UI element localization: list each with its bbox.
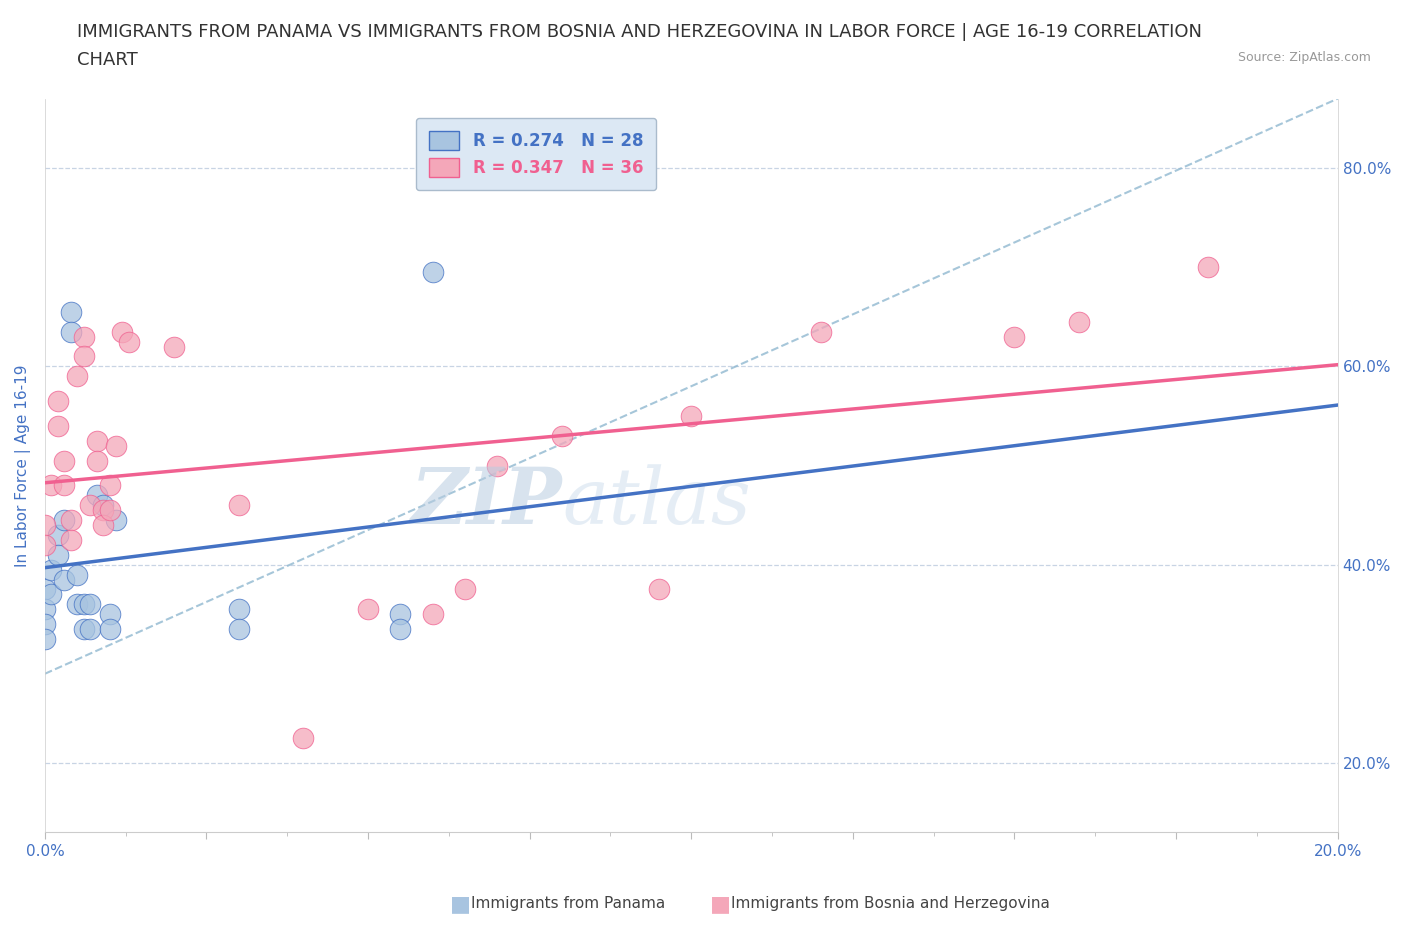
Text: atlas: atlas — [562, 464, 751, 540]
Point — [34, 518, 56, 533]
Point — [357, 602, 380, 617]
Text: Immigrants from Panama: Immigrants from Panama — [471, 897, 665, 911]
Text: CHART: CHART — [77, 51, 138, 69]
Point — [1197, 259, 1219, 274]
Point — [59, 304, 82, 319]
Point — [73, 349, 96, 364]
Point — [422, 607, 444, 622]
Point — [73, 597, 96, 612]
Point — [98, 478, 121, 493]
Point — [454, 582, 477, 597]
Point — [59, 325, 82, 339]
Text: Source: ZipAtlas.com: Source: ZipAtlas.com — [1237, 51, 1371, 64]
Point — [86, 433, 108, 448]
Point — [648, 582, 671, 597]
Point — [66, 369, 89, 384]
Text: ZIP: ZIP — [411, 464, 562, 540]
Point — [111, 325, 134, 339]
Point — [66, 567, 89, 582]
Point — [34, 602, 56, 617]
Point — [551, 429, 574, 444]
Point — [46, 393, 69, 408]
Point — [46, 527, 69, 542]
Point — [73, 621, 96, 636]
Point — [91, 498, 114, 512]
Point — [422, 265, 444, 280]
Point — [104, 512, 127, 527]
Y-axis label: In Labor Force | Age 16-19: In Labor Force | Age 16-19 — [15, 365, 31, 566]
Point — [79, 498, 101, 512]
Point — [98, 621, 121, 636]
Point — [1004, 329, 1026, 344]
Point — [228, 602, 250, 617]
Point — [98, 607, 121, 622]
Point — [163, 339, 186, 354]
Point — [46, 548, 69, 563]
Point — [66, 597, 89, 612]
Point — [53, 572, 76, 587]
Point — [41, 563, 63, 578]
Text: ■: ■ — [710, 894, 731, 914]
Point — [810, 325, 832, 339]
Point — [228, 498, 250, 512]
Point — [53, 512, 76, 527]
Point — [59, 512, 82, 527]
Point — [91, 518, 114, 533]
Point — [41, 478, 63, 493]
Text: ■: ■ — [450, 894, 471, 914]
Point — [79, 597, 101, 612]
Point — [104, 438, 127, 453]
Point — [73, 329, 96, 344]
Point — [681, 408, 703, 423]
Point — [34, 617, 56, 631]
Point — [228, 621, 250, 636]
Point — [86, 453, 108, 468]
Point — [86, 488, 108, 503]
Point — [389, 607, 412, 622]
Point — [1067, 314, 1090, 329]
Text: IMMIGRANTS FROM PANAMA VS IMMIGRANTS FROM BOSNIA AND HERZEGOVINA IN LABOR FORCE : IMMIGRANTS FROM PANAMA VS IMMIGRANTS FRO… — [77, 23, 1202, 41]
Point — [53, 478, 76, 493]
Point — [46, 418, 69, 433]
Point — [53, 453, 76, 468]
Point — [34, 538, 56, 552]
Point — [486, 458, 509, 473]
Point — [41, 587, 63, 602]
Point — [91, 503, 114, 518]
Point — [389, 621, 412, 636]
Legend: R = 0.274   N = 28, R = 0.347   N = 36: R = 0.274 N = 28, R = 0.347 N = 36 — [416, 118, 657, 191]
Point — [118, 334, 141, 349]
Point — [79, 621, 101, 636]
Point — [59, 533, 82, 548]
Text: Immigrants from Bosnia and Herzegovina: Immigrants from Bosnia and Herzegovina — [731, 897, 1050, 911]
Point — [98, 503, 121, 518]
Point — [34, 582, 56, 597]
Point — [292, 731, 315, 746]
Point — [34, 631, 56, 646]
